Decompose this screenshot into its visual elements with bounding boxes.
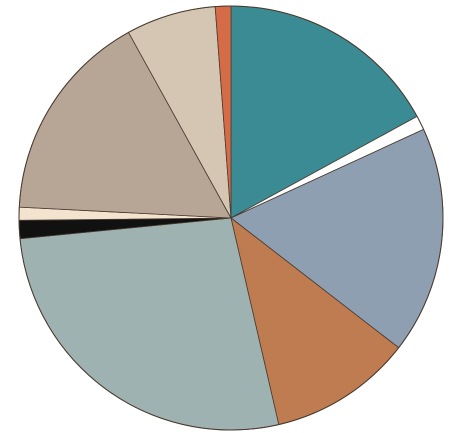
- pie-outline: [18, 5, 444, 431]
